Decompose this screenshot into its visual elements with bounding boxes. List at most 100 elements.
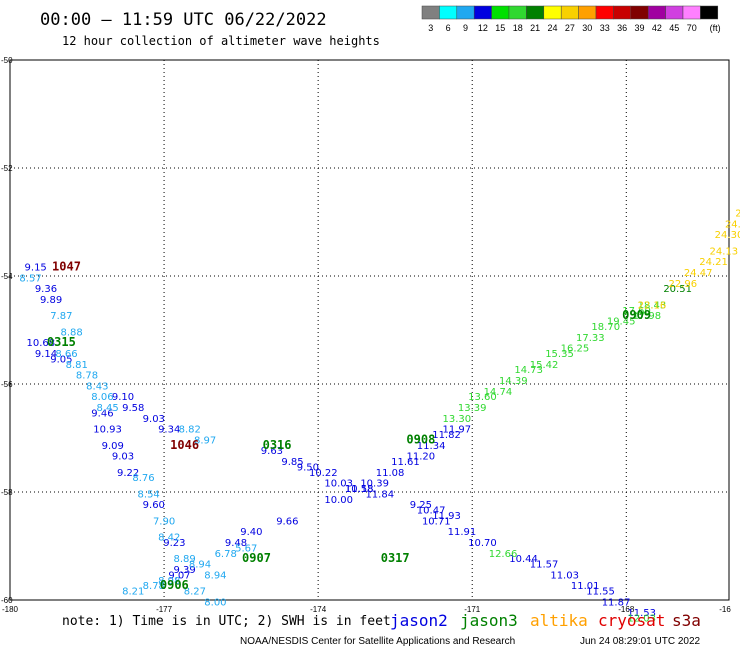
swh-data-label: 9.58 — [122, 403, 144, 414]
swh-data-label: 10.03 — [324, 479, 353, 490]
swh-data-label: 8.98 — [158, 576, 180, 587]
scale-label: 24 — [547, 23, 557, 33]
scale-label: 12 — [478, 23, 488, 33]
swh-data-label: 11.34 — [417, 441, 446, 452]
swh-data-label: 13.60 — [468, 392, 497, 403]
swh-data-label: 8.42 — [158, 533, 180, 544]
plot-frame — [9, 59, 730, 601]
swh-data-label: 9.34 — [158, 425, 180, 436]
scale-label: 42 — [652, 23, 662, 33]
swh-data-label: 18.70 — [591, 322, 620, 333]
swh-data-label: 9.66 — [276, 516, 298, 527]
swh-data-label: 8.94 — [204, 570, 226, 581]
swh-data-label: 8.78 — [76, 371, 98, 382]
scale-label: 9 — [463, 23, 468, 33]
swh-data-label: 6.78 — [215, 549, 237, 560]
scale-swatch — [647, 5, 666, 20]
footer-credit: NOAA/NESDIS Center for Satellite Applica… — [240, 636, 515, 647]
swh-data-label: 10.00 — [324, 495, 353, 506]
scale-swatch — [421, 5, 440, 20]
swh-data-label: 10.71 — [422, 516, 451, 527]
swh-data-label: 8.00 — [204, 597, 226, 608]
swh-data-label: 9.22 — [117, 468, 139, 479]
pass-time-label: 0909 — [622, 308, 651, 322]
swh-data-label: 9.36 — [35, 284, 57, 295]
scale-swatch — [456, 5, 475, 20]
swh-data-label: 8.06 — [91, 392, 113, 403]
swh-data-label: 17.33 — [576, 333, 605, 344]
scale-label: 6 — [446, 23, 451, 33]
swh-data-label: 9.03 — [143, 414, 165, 425]
swh-data-label: 8.21 — [122, 587, 144, 598]
scale-swatch — [595, 5, 614, 20]
y-tick-label: -58 — [1, 488, 13, 497]
scale-label: 39 — [634, 23, 644, 33]
swh-data-label: 9.46 — [91, 408, 113, 419]
swh-data-label: 9.63 — [261, 446, 283, 457]
satellite-name: s3a — [672, 611, 701, 630]
pass-time-label: 0315 — [47, 335, 76, 349]
swh-data-label: 13.30 — [442, 414, 471, 425]
swh-data-label: 11.57 — [530, 560, 559, 571]
swh-data-label: 8.54 — [138, 489, 160, 500]
swh-data-label: 10.70 — [468, 538, 497, 549]
swh-data-label: 10.68 — [26, 338, 55, 349]
scale-label: 36 — [617, 23, 627, 33]
scale-swatch — [491, 5, 510, 20]
axis-ticks: -180 -177 -174 -171 -168 -16 -50 -52 -54 -56 -58 -6… — [1, 56, 731, 614]
scale-swatch — [700, 5, 719, 20]
swh-data-label: 9.40 — [240, 527, 262, 538]
swh-data-label: 8.97 — [194, 435, 216, 446]
scale-swatch — [578, 5, 597, 20]
satellite-name: jason2 — [390, 611, 448, 630]
x-tick-label: -171 — [464, 605, 481, 614]
swh-data-label: 9.23 — [163, 538, 185, 549]
swh-data-label: 12.66 — [489, 549, 518, 560]
scale-label: 18 — [513, 23, 523, 33]
color-scale-legend: 3 6 9 12 15 18 21 24 27 30 33 36 39 42 45 70 (ft) — [421, 5, 721, 33]
scale-label: 33 — [600, 23, 610, 33]
swh-data-label: 20.51 — [663, 284, 692, 295]
swh-data-label: 18.43 — [638, 300, 667, 311]
swh-data-label: 10.93 — [93, 425, 122, 436]
swh-data-label: 11.87 — [602, 597, 631, 608]
swh-data-label: 10.47 — [417, 506, 446, 517]
swh-data-label: 11.03 — [550, 570, 579, 581]
swh-data-label: 24.13 — [710, 246, 739, 257]
scale-label: (ft) — [710, 23, 721, 33]
swh-data-label: 8.27 — [184, 587, 206, 598]
footer-note: note: 1) Time is in UTC; 2) SWH is in fe… — [62, 614, 391, 629]
scale-label: 21 — [530, 23, 540, 33]
swh-data-label: 24.21 — [699, 257, 728, 268]
swh-data-label: 8.45 — [96, 403, 118, 414]
swh-data-label: 22.96 — [668, 279, 697, 290]
swh-data-label: 8.88 — [60, 327, 82, 338]
swh-data-label: 10.18 — [345, 484, 374, 495]
swh-data-label: 10.39 — [360, 479, 389, 490]
swh-data-label: 12.03 — [627, 614, 656, 625]
scale-label: 70 — [687, 23, 697, 33]
x-tick-label: -174 — [310, 605, 327, 614]
scale-label: 15 — [495, 23, 505, 33]
pass-time-label: 0908 — [406, 432, 435, 446]
swh-data-label: 11.91 — [448, 527, 477, 538]
swh-data-label: 8.76 — [132, 473, 154, 484]
swh-data-label: 9.50 — [297, 462, 319, 473]
swh-data-label: 9.09 — [102, 441, 124, 452]
y-tick-label: -60 — [1, 596, 13, 605]
scale-swatch — [439, 5, 458, 20]
scale-label: 30 — [582, 23, 592, 33]
swh-data-label: 9.60 — [143, 500, 165, 511]
y-tick-label: -52 — [1, 164, 13, 173]
swh-data-label: 8.89 — [173, 554, 195, 565]
scale-swatch — [526, 5, 545, 20]
scale-swatch — [473, 5, 492, 20]
swh-data-label: 8.81 — [66, 360, 88, 371]
page-subtitle: 12 hour collection of altimeter wave hei… — [62, 34, 380, 48]
swh-data-label: 14.73 — [514, 365, 543, 376]
swh-data-label: 15.42 — [530, 360, 559, 371]
page-title: 00:00 — 11:59 UTC 06/22/2022 — [40, 10, 327, 30]
swh-data-label: 14.39 — [499, 376, 528, 387]
swh-data-label: 9.85 — [281, 457, 303, 468]
swh-data-label: 9.89 — [40, 295, 62, 306]
